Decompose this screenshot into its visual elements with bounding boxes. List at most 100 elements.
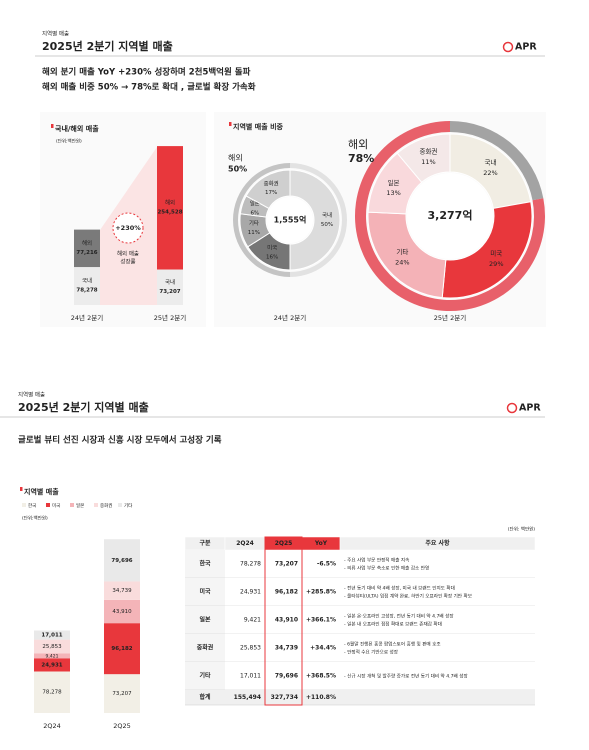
legend-label: 미국 — [52, 502, 60, 509]
row-bg — [185, 634, 535, 662]
segment-name: 국내 — [485, 158, 497, 167]
x-tick-label: 24년 2분기 — [274, 313, 306, 322]
logo: APR — [515, 42, 537, 53]
cell: 96,182 — [275, 589, 298, 596]
ring-domestic — [450, 121, 544, 201]
legend-label: 기타 — [124, 502, 133, 509]
legend-label: 중화권 — [100, 502, 112, 509]
cell: 327,734 — [271, 694, 298, 701]
title-mark — [51, 124, 54, 128]
segment-name: 해외 — [82, 239, 92, 247]
cell: 기타 — [199, 672, 211, 680]
note: - 안정적 수요 기반으로 성장 — [344, 649, 399, 656]
data-label: 17% — [265, 190, 277, 196]
x-tick-label: 25년 2분기 — [434, 313, 466, 322]
header-text: 2Q25 — [275, 540, 293, 547]
segment-name: 국내 — [165, 278, 175, 286]
row-head-bg — [185, 662, 225, 690]
cell: 한국 — [199, 560, 211, 568]
segment-name: 국내 — [82, 277, 92, 285]
data-label: 50% — [321, 222, 333, 228]
x-tick-label: 25년 2분기 — [154, 313, 186, 322]
logo-mark — [506, 402, 518, 414]
tag: 지역별 매출 — [18, 391, 45, 399]
bar-segment — [34, 658, 70, 672]
note: - 일본 내 오프라인 접점 확대로 브랜드 존재감 확대 — [344, 621, 442, 628]
cell: 9,421 — [244, 617, 261, 624]
bar-segment — [34, 671, 70, 713]
chart-title: 지역별 매출 — [24, 487, 59, 496]
header-text: 주요 사항 — [425, 539, 450, 547]
row-head-bg — [185, 634, 225, 662]
cell: +110.8% — [306, 694, 336, 701]
annotation-note: 성장률 — [120, 258, 135, 266]
cell: 합계 — [199, 693, 211, 701]
note: - 6월말 진행된 홍콩 팝업스토어 흥행 및 판매 호조 — [344, 641, 441, 648]
cell: 79,696 — [275, 673, 298, 680]
ring-label: 50% — [228, 165, 247, 174]
cell: 17,011 — [240, 673, 261, 680]
row-bg — [185, 550, 535, 578]
segment-name: 일본 — [250, 200, 260, 208]
segment-name: 기타 — [249, 219, 259, 227]
cell: 일본 — [199, 616, 211, 624]
data-label: 24,931 — [41, 662, 62, 668]
data-label: 22% — [483, 169, 497, 177]
data-label: 25,853 — [42, 644, 62, 650]
header-text: 구분 — [199, 539, 211, 547]
note: - 전년 동기 대비 약 4배 성장, 미국 내 브랜드 인지도 확대 — [344, 585, 455, 592]
row-bg — [185, 578, 535, 606]
cell: +34.4% — [310, 645, 336, 652]
data-label: 34,739 — [112, 588, 132, 594]
ring-name: 해외 — [348, 137, 368, 151]
table-unit: (단위: 백만원) — [508, 526, 535, 533]
slide-title: 2025년 2분기 지역별 매출 — [18, 400, 149, 414]
bar-segment — [104, 623, 140, 675]
unit: (단위:백만원) — [56, 138, 82, 145]
donut-hole — [407, 173, 493, 259]
logo: APR — [519, 403, 541, 414]
cell: +285.8% — [306, 589, 336, 596]
donut-total: 1,555억 — [274, 215, 307, 225]
chart-title: 지역별 매출 비중 — [233, 122, 284, 131]
cell: 25,853 — [240, 645, 261, 652]
note: - 울타뷰티(ULTA) 입점 계약 완료, 하반기 오프라인 확장 기반 확보 — [344, 593, 472, 600]
legend-swatch — [22, 503, 26, 507]
data-label: 73,207 — [159, 289, 180, 295]
note: - 신규 시장 개척 및 발주량 증가로 전년 동기 대비 약 4.7배 성장 — [344, 673, 468, 680]
row-bg — [185, 606, 535, 634]
bar-segment — [157, 269, 183, 305]
data-label: 11% — [248, 230, 260, 236]
row-head-bg — [185, 578, 225, 606]
data-label: 6% — [250, 210, 259, 216]
bar-segment — [74, 229, 100, 268]
data-label: 73,207 — [112, 691, 132, 697]
cell: +368.5% — [306, 673, 336, 680]
segment-name: 중화권 — [264, 179, 279, 187]
title-mark — [20, 487, 23, 491]
bar-segment — [104, 539, 140, 582]
bar-segment — [74, 267, 100, 305]
slide-title: 2025년 2분기 지역별 매출 — [42, 39, 173, 53]
x-tick-label: 24년 2분기 — [71, 313, 103, 322]
cell: 78,278 — [240, 561, 261, 568]
note: - 의류 사업 부문 축소로 인한 매출 감소 반영 — [344, 565, 429, 572]
data-label: 43,910 — [112, 609, 132, 615]
bar-segment — [34, 630, 70, 640]
data-label: 78,278 — [76, 288, 97, 294]
data-label: 13% — [386, 189, 400, 197]
tag: 지역별 매출 — [42, 30, 69, 38]
unit: (단위:백만원) — [22, 515, 48, 522]
legend-swatch — [94, 503, 98, 507]
note: - 주요 사업 부문 안정적 매출 지속 — [344, 557, 409, 564]
donut-hole — [267, 197, 313, 243]
row-bg — [185, 690, 535, 705]
cell: 43,910 — [275, 617, 298, 624]
data-label: 77,216 — [76, 250, 97, 256]
data-label: 16% — [266, 254, 278, 260]
data-label: 17,011 — [41, 633, 62, 639]
chart-title: 국내/해외 매출 — [55, 124, 99, 133]
segment-name: 국내 — [322, 211, 332, 219]
bar-segment — [104, 581, 140, 600]
